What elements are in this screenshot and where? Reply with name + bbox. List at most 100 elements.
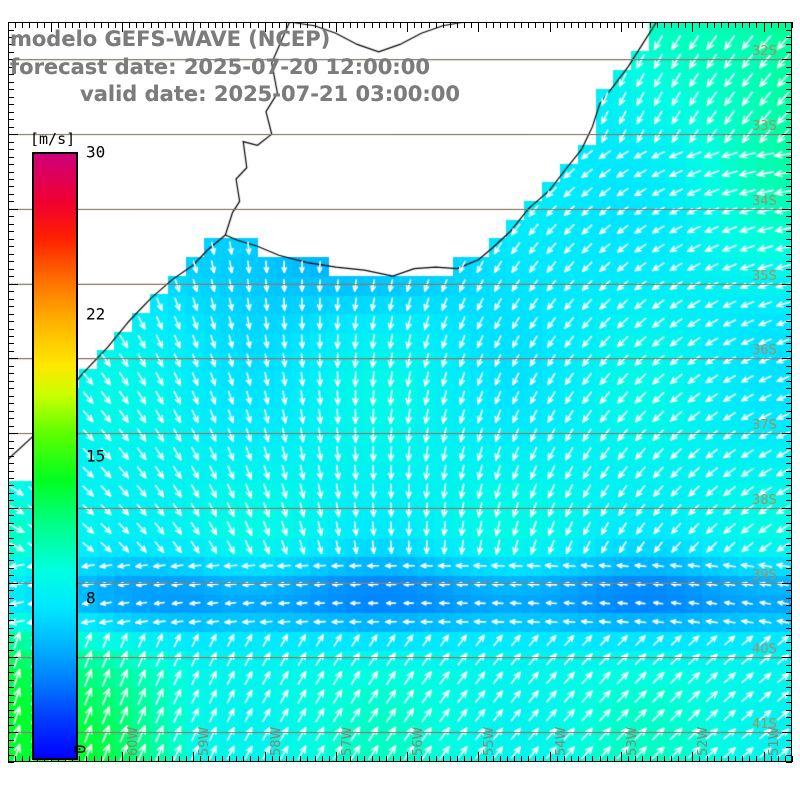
axis-tick: [8, 448, 14, 450]
axis-tick: [129, 756, 131, 762]
map-plot-area[interactable]: [8, 22, 792, 762]
grid-line-lat: [8, 657, 792, 659]
axis-tick: [421, 22, 423, 28]
axis-tick: [571, 22, 573, 28]
axis-tick: [786, 89, 792, 91]
axis-tick: [8, 306, 14, 307]
colorbar-unit-label: [m/s]: [30, 130, 76, 148]
axis-tick: [770, 756, 772, 762]
colorbar-tick-label: 0: [70, 744, 90, 754]
axis-tick: [649, 756, 651, 762]
axis-tick: [8, 612, 14, 614]
axis-tick: [407, 22, 409, 32]
axis-tick: [492, 756, 494, 762]
axis-tick: [786, 552, 792, 554]
axis-tick: [464, 756, 466, 762]
axis-tick: [136, 22, 138, 28]
axis-tick: [8, 463, 14, 464]
axis-tick: [8, 470, 14, 472]
axis-tick: [786, 567, 792, 569]
axis-tick: [678, 22, 679, 28]
axis-tick: [114, 22, 116, 28]
axis-tick: [478, 22, 480, 32]
axis-tick: [8, 276, 14, 278]
axis-tick: [464, 22, 466, 28]
axis-tick: [293, 22, 295, 28]
axis-tick: [286, 22, 287, 28]
axis-tick: [328, 756, 330, 762]
axis-tick: [521, 756, 523, 762]
colorbar[interactable]: [32, 152, 78, 760]
longitude-label: 60W: [126, 726, 142, 756]
axis-tick: [8, 89, 14, 91]
wind-speed-field-canvas: [8, 22, 792, 762]
axis-tick: [786, 306, 792, 307]
axis-tick: [786, 74, 792, 76]
grid-line-lat: [8, 732, 792, 734]
axis-tick: [786, 141, 792, 143]
axis-tick: [8, 747, 14, 749]
title-model: modelo GEFS-WAVE (NCEP): [10, 27, 331, 51]
axis-tick: [786, 537, 792, 539]
title-forecast-date: forecast date: 2025-07-20 12:00:00: [10, 54, 430, 79]
axis-tick: [528, 756, 530, 762]
axis-tick: [8, 44, 14, 46]
axis-tick: [8, 530, 14, 532]
axis-tick: [8, 492, 14, 494]
longitude-label: 57W: [339, 726, 355, 756]
axis-tick: [8, 119, 14, 121]
axis-tick: [786, 702, 792, 704]
axis-tick: [8, 560, 14, 562]
axis-tick: [786, 231, 792, 233]
axis-tick: [8, 343, 14, 345]
axis-tick: [250, 22, 252, 28]
axis-tick: [786, 268, 792, 270]
axis-tick: [749, 22, 751, 28]
axis-tick: [556, 756, 558, 762]
axis-tick: [786, 403, 792, 405]
axis-tick: [129, 22, 131, 28]
axis-tick: [786, 649, 792, 651]
axis-tick: [36, 22, 38, 28]
axis-tick: [786, 246, 792, 248]
longitude-label: 54W: [553, 726, 569, 756]
axis-tick: [150, 22, 152, 28]
axis-tick: [250, 756, 252, 762]
axis-tick: [786, 724, 792, 726]
axis-tick: [350, 22, 352, 28]
axis-tick: [571, 756, 573, 762]
axis-tick: [786, 388, 792, 390]
colorbar-tick-label: 8: [86, 588, 96, 608]
axis-tick: [578, 756, 580, 762]
axis-tick: [786, 104, 792, 106]
axis-tick: [257, 22, 259, 28]
axis-tick: [8, 291, 14, 293]
axis-tick: [8, 478, 14, 479]
axis-tick: [57, 22, 59, 28]
axis-tick: [8, 403, 14, 405]
axis-tick: [8, 724, 14, 726]
axis-tick: [713, 756, 715, 762]
axis-tick: [114, 756, 116, 762]
axis-tick: [592, 756, 594, 762]
axis-tick: [542, 22, 544, 28]
axis-tick: [535, 22, 537, 28]
axis-tick: [449, 22, 451, 28]
axis-tick: [782, 208, 792, 210]
axis-tick: [786, 380, 792, 382]
axis-tick: [786, 216, 792, 218]
axis-tick: [314, 756, 316, 762]
axis-tick: [756, 756, 758, 762]
axis-tick: [670, 22, 672, 28]
axis-tick: [8, 515, 14, 517]
axis-tick: [706, 22, 708, 28]
axis-tick: [727, 22, 729, 28]
axis-tick: [8, 500, 14, 502]
axis-tick: [8, 321, 14, 322]
axis-tick: [786, 627, 792, 629]
axis-tick: [786, 111, 792, 113]
axis-tick: [506, 22, 508, 28]
axis-tick: [8, 141, 14, 143]
axis-tick: [786, 335, 792, 337]
axis-tick: [786, 164, 792, 165]
